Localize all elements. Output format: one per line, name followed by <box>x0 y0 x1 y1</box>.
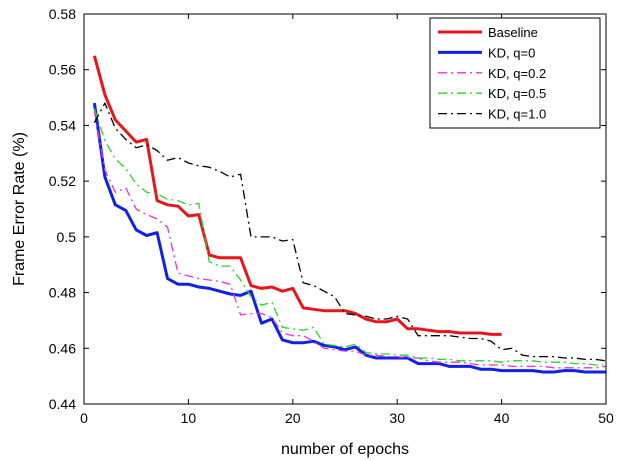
series-layer <box>92 55 607 374</box>
plot-frame <box>83 13 607 405</box>
series-line-0 <box>92 55 502 336</box>
y-tick-label-0: 0.44 <box>49 396 76 412</box>
y-tick-label-5: 0.54 <box>49 117 76 133</box>
x-tick-label-1: 10 <box>181 410 197 426</box>
x-axis-label: number of epochs <box>281 441 409 458</box>
x-tick-label-0: 0 <box>80 410 88 426</box>
y-tick-label-1: 0.46 <box>49 340 76 356</box>
series-line-3 <box>93 108 606 366</box>
series-line-1 <box>92 102 606 374</box>
x-tick-label-4: 40 <box>494 410 510 426</box>
series-line-4 <box>93 102 607 362</box>
ticks-layer: 0 10 20 30 40 50 0.44 0.46 0.48 0.5 0.52 0.54 0.56 0.… <box>49 6 614 426</box>
y-tick-label-4: 0.52 <box>49 173 76 189</box>
legend-label-2: KD, q=0.2 <box>488 66 546 81</box>
y-tick-label-7: 0.58 <box>49 6 76 22</box>
x-tick-label-3: 30 <box>389 410 405 426</box>
legend-label-3: KD, q=0.5 <box>488 86 546 101</box>
y-tick-label-3: 0.5 <box>57 229 77 245</box>
legend-label-0: Baseline <box>488 25 538 40</box>
y-axis-label: Frame Error Rate (%) <box>11 132 28 286</box>
y-tick-label-2: 0.48 <box>49 285 76 301</box>
legend-label-1: KD, q=0 <box>488 45 535 60</box>
legend: Baseline KD, q=0 KD, q=0.2 KD, q=0.5 KD, q=1… <box>429 17 601 129</box>
series-line-2 <box>93 111 607 369</box>
y-tick-label-6: 0.56 <box>49 62 76 78</box>
x-tick-label-5: 50 <box>598 410 614 426</box>
legend-label-4: KD, q=1.0 <box>488 107 546 122</box>
x-tick-label-2: 20 <box>285 410 301 426</box>
